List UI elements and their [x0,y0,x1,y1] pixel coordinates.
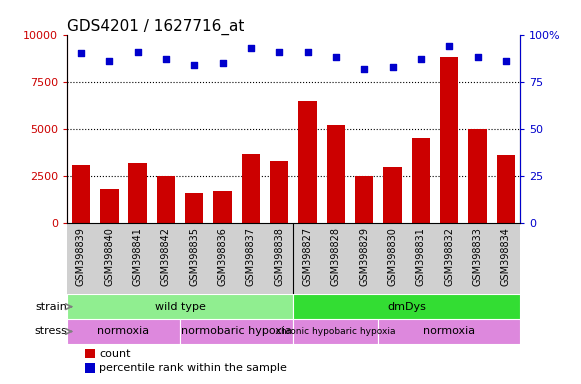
Point [360,66,369,72]
Text: GSM398835: GSM398835 [189,227,199,286]
Bar [180,319,293,344]
Point [416,56,425,62]
Text: GSM398829: GSM398829 [359,227,369,286]
Point [331,54,340,60]
Bar [440,57,458,223]
Bar [497,156,515,223]
Text: GSM398830: GSM398830 [388,227,397,286]
Bar [72,165,90,223]
Point [275,48,284,55]
Text: GSM398834: GSM398834 [501,227,511,286]
Text: normoxia: normoxia [98,326,149,336]
Bar [157,176,175,223]
Bar [293,319,378,344]
Point [501,58,511,64]
Bar [299,101,317,223]
Text: GSM398840: GSM398840 [105,227,114,286]
Bar [100,189,119,223]
Bar [128,163,147,223]
Bar [270,161,288,223]
Bar [293,294,520,319]
Point [105,58,114,64]
Text: GSM398832: GSM398832 [444,227,454,286]
Point [218,60,227,66]
Point [388,64,397,70]
Text: GSM398841: GSM398841 [132,227,142,286]
Text: GSM398838: GSM398838 [274,227,284,286]
Point [473,54,482,60]
Bar [85,363,95,373]
Text: percentile rank within the sample: percentile rank within the sample [99,363,288,373]
Point [303,48,312,55]
Bar [67,319,180,344]
Text: normoxia: normoxia [423,326,475,336]
Bar [242,154,260,223]
Point [444,43,454,49]
Text: stress: stress [34,326,67,336]
Bar [412,139,430,223]
Bar [185,193,203,223]
Point [246,45,256,51]
Point [162,56,171,62]
Text: dmDys: dmDys [388,302,426,312]
Text: normobaric hypoxia: normobaric hypoxia [181,326,292,336]
Text: GSM398833: GSM398833 [472,227,482,286]
Point [189,62,199,68]
Text: GSM398827: GSM398827 [303,227,313,286]
Point [76,50,85,56]
Text: GSM398836: GSM398836 [218,227,228,286]
Text: GSM398831: GSM398831 [416,227,426,286]
Text: strain: strain [35,302,67,312]
Text: GSM398842: GSM398842 [161,227,171,286]
Text: GSM398837: GSM398837 [246,227,256,286]
Bar [355,176,374,223]
Bar [378,319,520,344]
Bar [468,129,487,223]
Text: GSM398839: GSM398839 [76,227,86,286]
Bar [327,125,345,223]
Text: GDS4201 / 1627716_at: GDS4201 / 1627716_at [67,18,244,35]
Bar [85,349,95,359]
Bar [67,294,293,319]
Text: count: count [99,349,131,359]
Bar [383,167,401,223]
Point [133,48,142,55]
Text: wild type: wild type [155,302,206,312]
Bar [213,191,232,223]
Text: chronic hypobaric hypoxia: chronic hypobaric hypoxia [276,327,396,336]
Text: GSM398828: GSM398828 [331,227,341,286]
